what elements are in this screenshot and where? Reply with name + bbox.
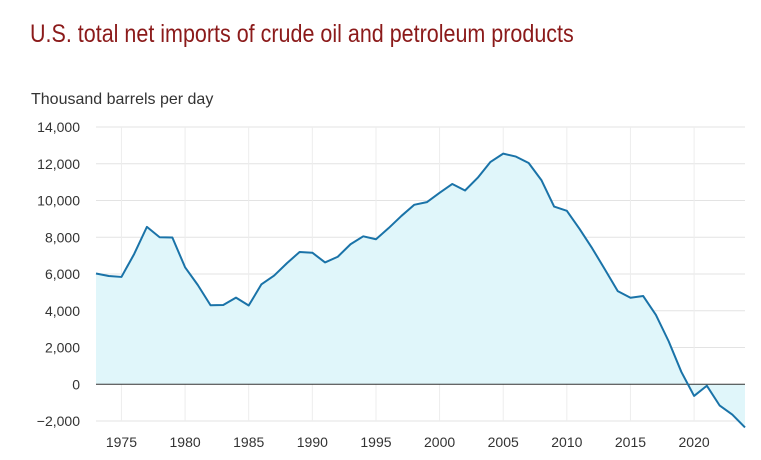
data-point: [183, 265, 187, 269]
data-point: [527, 161, 531, 165]
x-tick-label: 1985: [233, 434, 264, 450]
data-point: [692, 394, 696, 398]
x-tick-label: 2000: [424, 434, 455, 450]
data-point: [336, 255, 340, 259]
data-point: [221, 303, 225, 307]
data-point: [170, 236, 174, 240]
x-tick-label: 1980: [170, 434, 201, 450]
data-point: [298, 250, 302, 254]
data-point: [552, 205, 556, 209]
y-tick-label: −2,000: [37, 413, 80, 429]
data-point: [438, 191, 442, 195]
data-point: [259, 282, 263, 286]
data-point: [425, 200, 429, 204]
data-point: [641, 294, 645, 298]
data-point: [616, 289, 620, 293]
data-point: [590, 246, 594, 250]
y-axis-unit-label: Thousand barrels per day: [31, 91, 214, 108]
x-tick-label: 2010: [551, 434, 582, 450]
data-point: [145, 225, 149, 229]
data-point: [679, 370, 683, 374]
data-point: [285, 261, 289, 265]
data-point: [488, 160, 492, 164]
data-point: [272, 274, 276, 278]
data-point: [628, 296, 632, 300]
data-point: [578, 227, 582, 231]
area-fill: [96, 153, 745, 428]
x-tick-label: 1995: [360, 434, 391, 450]
data-point: [476, 176, 480, 180]
y-tick-label: 8,000: [45, 229, 80, 245]
x-tick-label: 2015: [615, 434, 646, 450]
data-point: [412, 203, 416, 207]
y-tick-label: 0: [72, 376, 80, 392]
y-axis: −2,000 0 2,000 4,000 6,000 8,000 10,000 12,000 1…: [37, 119, 80, 429]
data-point: [718, 403, 722, 407]
x-tick-label: 1990: [297, 434, 328, 450]
y-tick-label: 14,000: [37, 119, 80, 135]
data-point: [463, 188, 467, 192]
x-tick-label: 2020: [679, 434, 710, 450]
data-point: [374, 237, 378, 241]
x-tick-label: 1975: [106, 434, 137, 450]
y-tick-label: 4,000: [45, 303, 80, 319]
chart-title: U.S. total net imports of crude oil and …: [30, 20, 574, 48]
data-point: [234, 296, 238, 300]
data-point: [743, 425, 747, 429]
y-tick-label: 12,000: [37, 156, 80, 172]
data-point: [539, 178, 543, 182]
data-point: [565, 209, 569, 213]
data-point: [361, 234, 365, 238]
data-point: [667, 339, 671, 343]
series-line: [95, 152, 746, 429]
data-point: [730, 413, 734, 417]
data-point: [514, 155, 518, 159]
data-point: [399, 214, 403, 218]
y-tick-label: 10,000: [37, 193, 80, 209]
data-point: [654, 313, 658, 317]
data-point: [323, 260, 327, 264]
data-point: [387, 226, 391, 230]
data-point: [310, 251, 314, 255]
data-point: [705, 384, 709, 388]
y-tick-label: 2,000: [45, 340, 80, 356]
data-point: [107, 274, 111, 278]
data-point: [119, 275, 123, 279]
data-point: [196, 283, 200, 287]
data-point: [247, 304, 251, 308]
x-axis: 1975 1980 1985 1990 1995 2000 2005 2010 2015 2020: [106, 434, 710, 450]
x-tick-label: 2005: [488, 434, 519, 450]
data-point: [450, 182, 454, 186]
data-point: [94, 272, 98, 276]
data-point: [603, 268, 607, 272]
data-point: [349, 242, 353, 246]
y-tick-label: 6,000: [45, 266, 80, 282]
data-point: [501, 152, 505, 156]
data-point: [209, 303, 213, 307]
data-point: [158, 235, 162, 239]
data-point: [132, 252, 136, 256]
